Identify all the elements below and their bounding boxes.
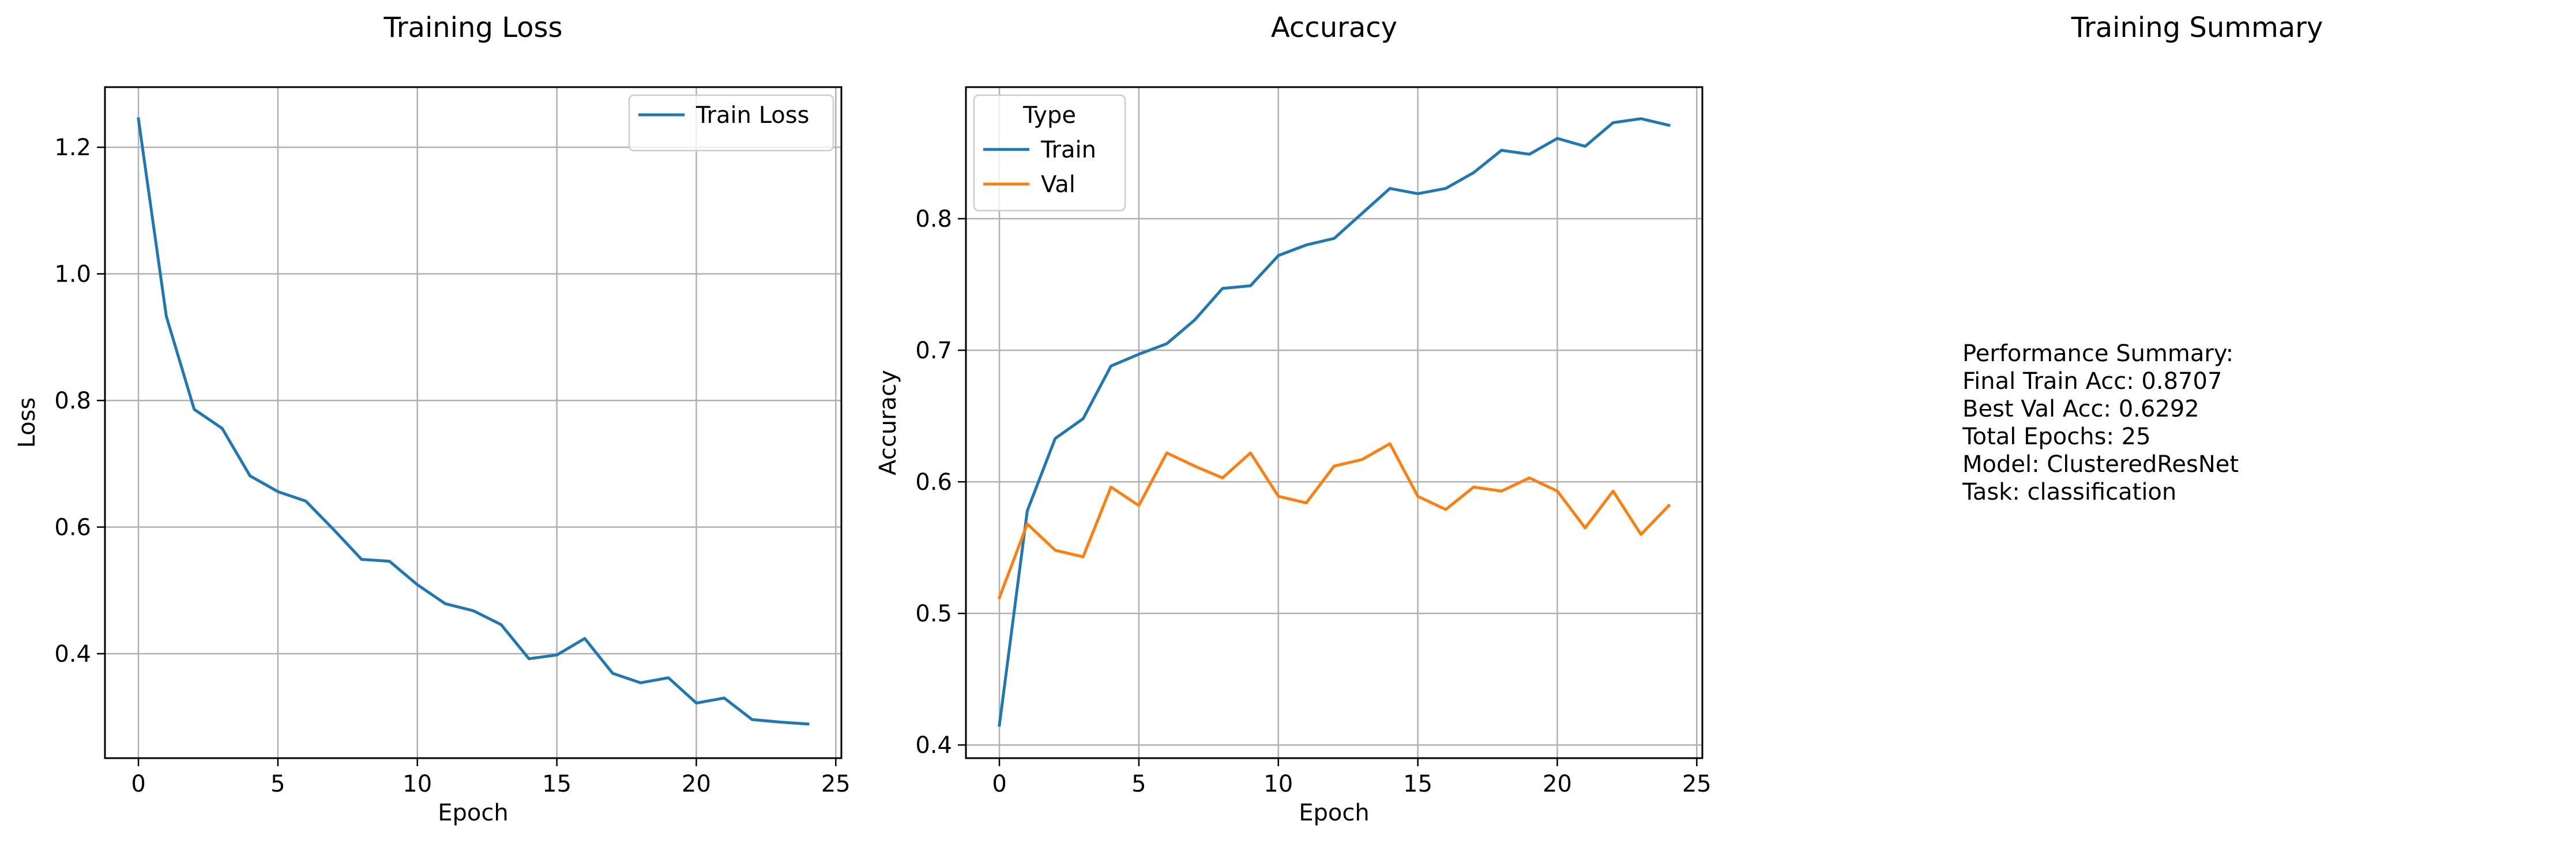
summary-line: Model: ClusteredResNet: [1962, 451, 2239, 478]
accuracy-y-tick-label: 0.4: [915, 732, 952, 759]
accuracy-axes-frame: [965, 86, 1703, 759]
accuracy-series: [997, 117, 1671, 727]
accuracy-x-tick-label: 15: [1403, 771, 1432, 797]
accuracy-grid: [966, 87, 1702, 758]
summary-line: Task: classification: [1962, 479, 2176, 505]
summary-line: Final Train Acc: 0.8707: [1962, 368, 2222, 395]
loss-axes-frame: [104, 86, 843, 759]
accuracy-chart: 0 5 10 15 20 25 0.4 0.5 0.6 0.7 0.8 Accuracy Epoch…: [875, 12, 1712, 826]
accuracy-series-line-val: [997, 442, 1671, 600]
loss-y-tick-label: 0.4: [54, 641, 91, 668]
loss-ticks: 0 5 10 15 20 25 0.4 0.6 0.8 1.0 1.2: [54, 134, 850, 797]
accuracy-ticks: 0 5 10 15 20 25 0.4 0.5 0.6 0.7 0.8: [915, 206, 1711, 797]
accuracy-x-tick-label: 5: [1131, 771, 1146, 797]
loss-grid: [105, 87, 841, 758]
loss-y-tick-label: 0.6: [54, 515, 91, 541]
accuracy-legend-label: Val: [1041, 171, 1075, 198]
accuracy-legend-title: Type: [1022, 102, 1076, 129]
accuracy-series-line-train: [998, 117, 1671, 727]
loss-y-axis-label: Loss: [14, 398, 40, 448]
summary-title: Training Summary: [2071, 12, 2323, 44]
accuracy-x-tick-label: 10: [1263, 771, 1293, 797]
accuracy-legend-label: Train: [1040, 137, 1096, 163]
loss-y-tick-label: 1.0: [54, 261, 91, 288]
accuracy-x-tick-label: 25: [1682, 771, 1712, 797]
summary-line: Best Val Acc: 0.6292: [1962, 396, 2199, 422]
loss-x-tick-label: 5: [270, 771, 285, 797]
accuracy-legend-box: [973, 94, 1126, 212]
loss-chart-title: Training Loss: [383, 12, 563, 44]
loss-x-axis-label: Epoch: [438, 800, 508, 826]
accuracy-y-tick-label: 0.8: [915, 206, 952, 233]
loss-y-tick-label: 1.2: [54, 134, 91, 161]
loss-series: [137, 117, 810, 726]
accuracy-y-axis-label: Accuracy: [875, 370, 901, 475]
loss-legend: Train Loss: [628, 94, 834, 152]
loss-y-tick-label: 0.8: [54, 388, 91, 414]
loss-series-line-train-loss: [137, 117, 810, 726]
accuracy-y-tick-label: 0.7: [915, 338, 952, 364]
accuracy-x-axis-label: Epoch: [1299, 800, 1369, 826]
summary-line: Performance Summary:: [1962, 340, 2233, 367]
accuracy-y-tick-label: 0.5: [915, 601, 952, 627]
loss-x-tick-label: 0: [131, 771, 145, 797]
loss-chart: 0 5 10 15 20 250.40.60.81.01.2 Training Loss …: [14, 12, 851, 826]
loss-legend-label: Train Loss: [695, 102, 809, 129]
accuracy-y-tick-label: 0.6: [915, 469, 952, 496]
loss-x-tick-label: 10: [403, 771, 432, 797]
accuracy-chart-title: Accuracy: [1271, 12, 1397, 44]
loss-x-tick-label: 20: [682, 771, 711, 797]
loss-x-tick-label: 25: [821, 771, 851, 797]
loss-x-tick-label: 15: [542, 771, 571, 797]
accuracy-x-tick-label: 0: [992, 771, 1006, 797]
accuracy-legend: Type Train Val: [973, 94, 1126, 212]
loss-legend-box: [628, 94, 834, 152]
accuracy-x-tick-label: 20: [1543, 771, 1572, 797]
summary-line: Total Epochs: 25: [1962, 424, 2151, 450]
summary-panel: Training Summary Performance Summary: Fi…: [1962, 12, 2323, 505]
